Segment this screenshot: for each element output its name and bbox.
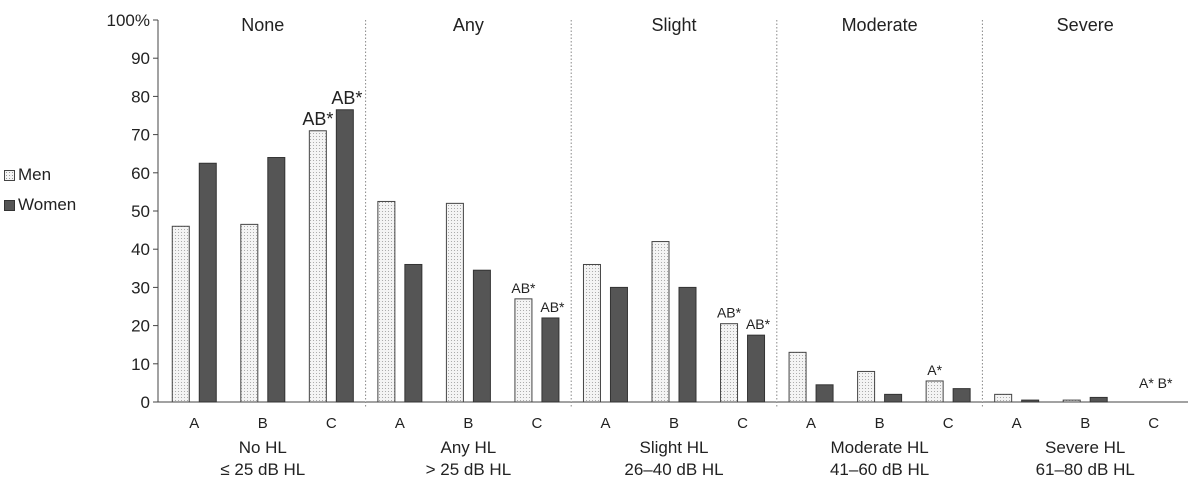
bar-men <box>651 241 670 403</box>
y-tick-label: 40 <box>131 240 150 259</box>
bar-men <box>240 223 259 403</box>
group-label-line1: Slight HL <box>640 438 709 457</box>
annotation-women: AB* <box>746 316 771 332</box>
category-label: C <box>737 415 748 432</box>
bar-women <box>267 157 286 403</box>
panel-title: Severe <box>1057 15 1114 35</box>
group-label-line1: Any HL <box>441 438 497 457</box>
category-label: B <box>463 415 473 432</box>
legend-swatch-women <box>4 199 15 211</box>
bar-men <box>582 263 601 403</box>
group-label-line2: 61–80 dB HL <box>1036 460 1135 479</box>
y-tick-label: 50 <box>131 202 150 221</box>
bar-women <box>747 334 766 403</box>
bar-women <box>884 393 903 403</box>
legend-item-women: Women <box>4 190 76 220</box>
y-axis: 100% 90 80 70 60 50 40 30 20 10 0 <box>107 11 1188 412</box>
panel-title: Moderate <box>842 15 918 35</box>
annotation-women: AB* <box>331 88 362 108</box>
annotation-men: A* <box>927 362 942 378</box>
bar-women <box>678 286 697 403</box>
y-tick-label: 30 <box>131 278 150 297</box>
group-label-line1: No HL <box>239 438 287 457</box>
bar-men <box>994 393 1013 403</box>
bar-women <box>472 269 491 403</box>
category-label: C <box>532 415 543 432</box>
bar-women <box>1089 396 1108 403</box>
group-label-line1: Moderate HL <box>830 438 928 457</box>
bar-men <box>925 380 944 403</box>
annotation-men: AB* <box>511 280 536 296</box>
bar-women <box>541 317 560 403</box>
y-tick-label: 60 <box>131 164 150 183</box>
bar-men <box>445 202 464 403</box>
y-tick-label: 10 <box>131 355 150 374</box>
y-tick-label: 90 <box>131 49 150 68</box>
bar-men <box>1062 399 1081 403</box>
y-tick-label: 100% <box>107 11 150 30</box>
category-label: A <box>1012 415 1022 432</box>
bar-men <box>788 351 807 403</box>
bar-men <box>514 298 533 403</box>
y-tick-label: 80 <box>131 87 150 106</box>
y-tick-label: 70 <box>131 126 150 145</box>
bar-women <box>609 286 628 403</box>
group-label-line2: 26–40 dB HL <box>624 460 723 479</box>
legend-label-men: Men <box>18 165 52 184</box>
legend: Men Women <box>4 160 76 220</box>
bar-men <box>171 225 190 403</box>
bar-women <box>335 109 354 403</box>
bars <box>171 109 1108 403</box>
category-label: C <box>326 415 337 432</box>
category-label: A <box>395 415 405 432</box>
annotation-men: AB* <box>717 305 742 321</box>
annotation-men: A* B* <box>1139 375 1173 391</box>
category-label: A <box>189 415 199 432</box>
bar-women <box>198 162 217 403</box>
bar-women <box>815 384 834 403</box>
panel-title: Any <box>453 15 484 35</box>
y-tick-label: 0 <box>141 393 150 412</box>
category-label: B <box>669 415 679 432</box>
group-label-line2: 41–60 dB HL <box>830 460 929 479</box>
category-label: C <box>1148 415 1159 432</box>
bar-men <box>857 370 876 403</box>
bar-women <box>952 388 971 403</box>
annotation-women: AB* <box>540 299 565 315</box>
category-label: C <box>943 415 954 432</box>
category-label: B <box>875 415 885 432</box>
bar-women <box>1021 399 1040 403</box>
panel-title: Slight <box>651 15 696 35</box>
category-label: A <box>600 415 610 432</box>
panel-title: None <box>241 15 284 35</box>
group-label-line2: ≤ 25 dB HL <box>220 460 305 479</box>
category-label: B <box>1080 415 1090 432</box>
bar-men <box>377 200 396 403</box>
category-label: A <box>806 415 816 432</box>
y-tick-label: 20 <box>131 317 150 336</box>
group-label-line2: > 25 dB HL <box>426 460 512 479</box>
legend-item-men: Men <box>4 160 76 190</box>
bar-women <box>404 263 423 403</box>
annotation-men: AB* <box>302 109 333 129</box>
legend-swatch-men <box>4 169 15 181</box>
category-label: B <box>258 415 268 432</box>
legend-label-women: Women <box>18 195 77 214</box>
bar-men <box>720 323 739 403</box>
bar-men <box>308 130 327 403</box>
group-label-line1: Severe HL <box>1045 438 1125 457</box>
panel-separators <box>365 20 983 408</box>
